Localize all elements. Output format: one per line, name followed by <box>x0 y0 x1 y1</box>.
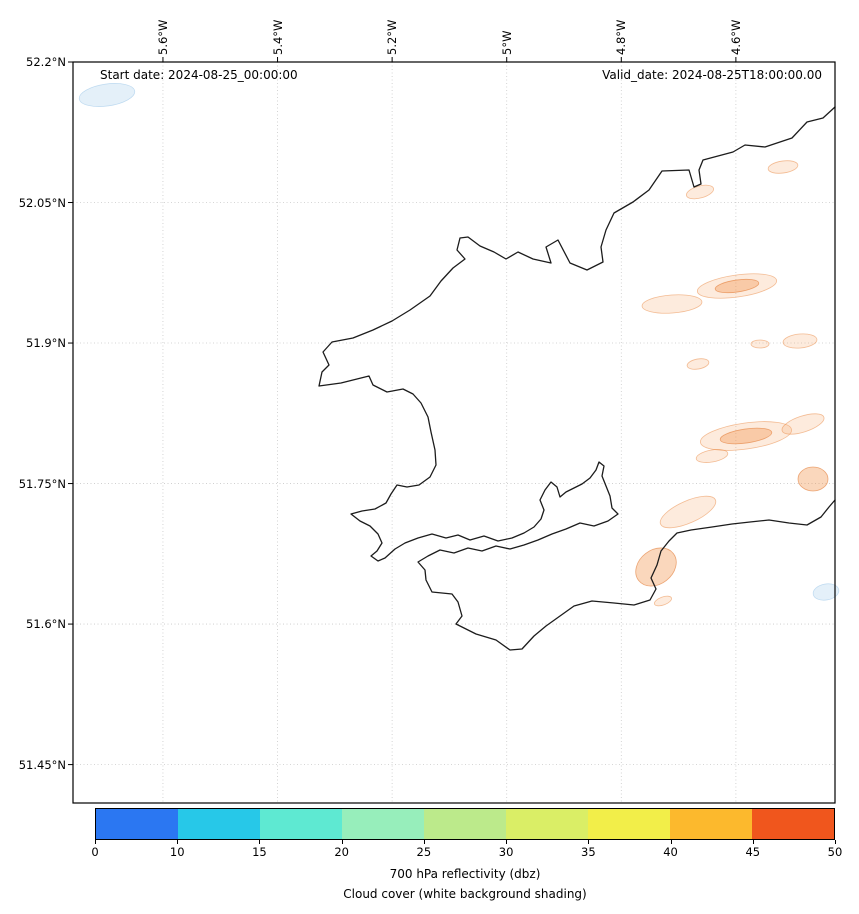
colorbar-tick-label: 10 <box>169 845 185 859</box>
colorbar-tick-mark <box>341 840 343 844</box>
colorbar-tick-mark <box>506 840 508 844</box>
cloud-contour-region <box>719 427 773 445</box>
cloud-contour-region <box>686 358 710 370</box>
y-tick-label: 52.2°N <box>26 55 66 69</box>
colorbar-tick-mark <box>177 840 179 844</box>
colorbar-tick-mark <box>259 840 261 844</box>
cloud-contour-region <box>78 83 136 107</box>
y-tick-label: 51.45°N <box>18 757 66 772</box>
colorbar-segment <box>342 809 424 839</box>
colorbar <box>95 808 835 840</box>
x-tick-label: 5°W <box>499 30 514 55</box>
x-tick-label: 4.8°W <box>614 19 629 55</box>
start-date-annotation: Start date: 2024-08-25_00:00:00 <box>100 68 298 82</box>
colorbar-tick-mark <box>835 840 836 844</box>
colorbar-tick-label: 20 <box>334 845 349 859</box>
cloud-contour-region <box>781 413 825 435</box>
colorbar-segment <box>260 809 342 839</box>
colorbar-tick-label: 50 <box>827 845 843 859</box>
colorbar-segment <box>178 809 260 839</box>
colorbar-segment <box>588 809 670 839</box>
colorbar-tick-label: 25 <box>416 845 432 859</box>
valid-date-annotation: Valid_date: 2024-08-25T18:00:00.00 <box>602 68 822 82</box>
cloud-contour-region <box>797 466 829 492</box>
colorbar-segment <box>752 809 834 839</box>
colorbar-segment <box>670 809 752 839</box>
colorbar-tick-label: 35 <box>581 845 596 859</box>
colorbar-tick-label: 30 <box>498 845 514 859</box>
colorbar-tick-mark <box>752 840 754 844</box>
plot-border <box>72 61 836 804</box>
colorbar-segment <box>96 809 178 839</box>
colorbar-tick-mark <box>670 840 672 844</box>
colorbar-tick-label: 45 <box>745 845 761 859</box>
cloud-contour-region <box>659 495 717 529</box>
colorbar-tick-label: 0 <box>91 845 99 859</box>
colorbar-tick-label: 40 <box>663 845 678 859</box>
cloud-contour-region <box>750 339 770 349</box>
colorbar-label: 700 hPa reflectivity (dbz) <box>389 867 541 881</box>
colorbar-segment <box>424 809 506 839</box>
cloud-contour-region <box>641 294 703 314</box>
colorbar-segment <box>506 809 588 839</box>
cloud-contour-region <box>696 273 778 299</box>
y-tick-label: 51.75°N <box>18 476 66 491</box>
cloud-contour-region <box>767 160 799 174</box>
cloud-contour-region <box>714 278 760 294</box>
coastline <box>318 106 836 651</box>
colorbar-tick-label: 15 <box>252 845 267 859</box>
cloud-contour-region <box>695 449 729 463</box>
colorbar-tick-mark <box>588 840 590 844</box>
cloud-contour-region <box>654 595 672 607</box>
cloud-contour-region <box>685 184 715 200</box>
colorbar-tick-mark <box>95 840 96 844</box>
cloud-contour-region <box>700 421 792 451</box>
cloud-contour-region <box>782 333 818 349</box>
y-tick-label: 51.6°N <box>26 617 66 632</box>
x-tick-label: 5.6°W <box>155 19 170 55</box>
y-tick-label: 52.05°N <box>18 195 66 210</box>
x-tick-label: 5.4°W <box>270 19 285 55</box>
x-tick-label: 4.6°W <box>728 19 743 55</box>
colorbar-tick-mark <box>423 840 425 844</box>
y-tick-label: 51.9°N <box>26 336 66 351</box>
figure-subtitle: Cloud cover (white background shading) <box>343 887 587 901</box>
x-tick-label: 5.2°W <box>385 19 400 55</box>
cloud-contour-region <box>812 583 840 601</box>
